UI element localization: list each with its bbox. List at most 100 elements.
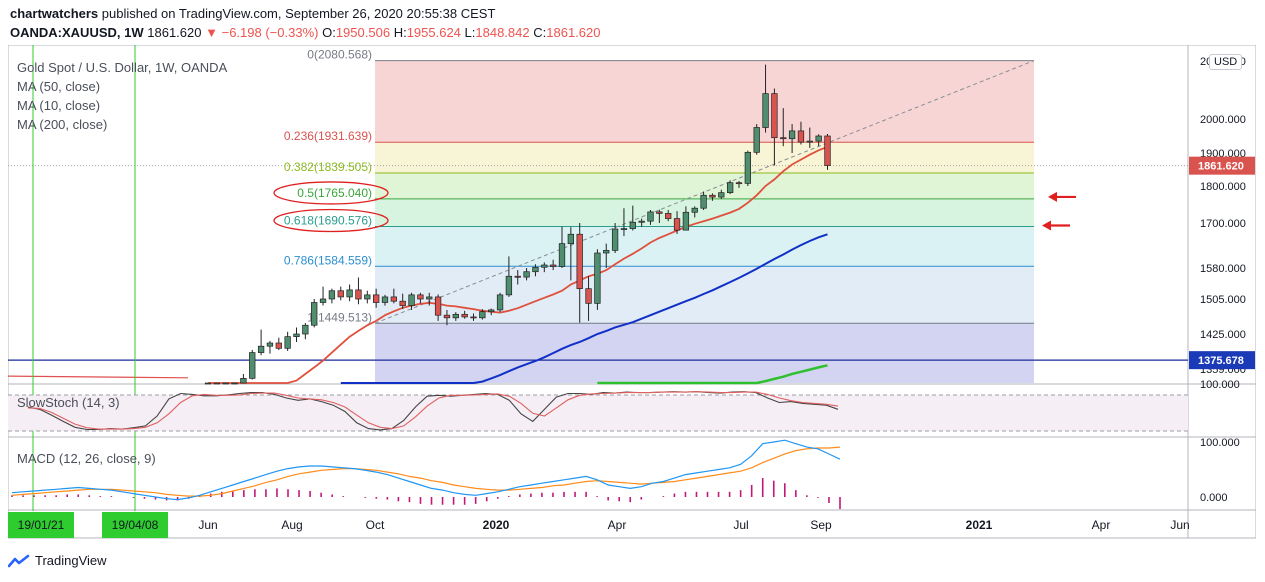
- close-value: 1861.620: [546, 25, 601, 40]
- fib-label: 0(2080.568): [307, 48, 372, 62]
- candle-body: [585, 288, 592, 304]
- candle-body: [275, 342, 282, 349]
- publisher-name[interactable]: chartwatchers: [10, 6, 99, 21]
- fib-zone: [375, 226, 1034, 267]
- open-label: O:: [322, 25, 336, 40]
- last-price: 1861.620: [147, 25, 202, 40]
- candle-body: [726, 182, 734, 194]
- candle-body: [222, 382, 229, 385]
- stoch-band: [8, 395, 1188, 431]
- high-value: 1955.624: [406, 25, 461, 40]
- stoch-d-line: [27, 391, 839, 430]
- high-label: H:: [393, 25, 407, 40]
- candle-body: [541, 264, 548, 268]
- candle-body: [682, 211, 690, 231]
- ma10-legend[interactable]: MA (10, close): [17, 98, 101, 113]
- last-price-badge: [1189, 156, 1255, 175]
- candle-body: [629, 221, 636, 229]
- candle-body: [496, 294, 504, 311]
- macd-legend[interactable]: MACD (12, 26, close, 9): [17, 451, 156, 466]
- fib-label: 1(1449.513): [307, 310, 372, 324]
- candle-body: [718, 192, 725, 198]
- ma200-legend[interactable]: MA (200, close): [17, 117, 108, 132]
- currency-button[interactable]: USD: [1209, 54, 1243, 70]
- candle-body: [443, 314, 451, 319]
- candle-body: [744, 151, 751, 184]
- candle-body: [426, 296, 433, 300]
- ma50-legend[interactable]: MA (50, close): [17, 79, 101, 94]
- candle-body: [788, 130, 796, 140]
- candle-body: [355, 289, 362, 300]
- quote-line: OANDA:XAUUSD, 1W 1861.620 ▼ −6.198 (−0.3…: [10, 25, 600, 40]
- candle-body: [532, 266, 539, 273]
- time-axis-label: Apr: [608, 518, 627, 532]
- low-value: 1848.842: [475, 25, 530, 40]
- fib-label: 0.236(1931.639): [284, 129, 372, 143]
- candle-body: [824, 135, 831, 166]
- candle-body: [594, 252, 601, 304]
- candle-body: [346, 289, 353, 298]
- price-axis-label: 1800.000: [1200, 181, 1246, 193]
- price-axis-label: 1580.000: [1200, 263, 1246, 275]
- down-arrow-icon: ▼: [205, 25, 218, 40]
- candle-body: [665, 213, 672, 219]
- candle-body: [470, 316, 477, 319]
- fib-trend-line: [374, 60, 1035, 324]
- candle-body: [567, 233, 574, 244]
- fib-label: 0.618(1690.576): [284, 214, 372, 228]
- fib-zone: [375, 142, 1034, 173]
- date-marker-box: [102, 512, 168, 538]
- candle-body: [337, 290, 344, 298]
- ma50-line: [340, 233, 828, 384]
- candle-body: [558, 243, 566, 267]
- close-label: C:: [533, 25, 547, 40]
- publish-line: chartwatchers published on TradingView.c…: [10, 6, 495, 21]
- candle-body: [488, 309, 495, 313]
- candle-body: [240, 378, 247, 384]
- stoch-legend[interactable]: SlowStoch (14, 3): [17, 395, 120, 410]
- date-marker-box: [8, 512, 74, 538]
- low-label: L:: [464, 25, 476, 40]
- hline-price-badge: [1189, 351, 1255, 370]
- candle-body: [753, 127, 760, 153]
- old-trend-line: [8, 375, 189, 379]
- candle-body: [673, 218, 681, 231]
- candle-body: [231, 382, 238, 385]
- macd-line: [11, 439, 841, 501]
- price-chart[interactable]: 0(2080.568) 0.236(1931.639) 0.382(1839.505…: [8, 45, 1256, 539]
- candle-body: [284, 336, 291, 349]
- time-axis-label: Apr: [1092, 518, 1111, 532]
- candle-body: [417, 294, 424, 300]
- candle-body: [204, 382, 212, 385]
- time-axis-label: Jul: [733, 518, 748, 532]
- candle-body: [266, 342, 274, 347]
- candle-body: [390, 296, 397, 302]
- candle-body: [611, 228, 619, 251]
- candle-body: [815, 135, 822, 142]
- fib-label: 0.5(1765.040): [297, 186, 372, 200]
- time-axis-label: 2020: [483, 518, 510, 532]
- candle-body: [797, 130, 805, 143]
- candle-body: [364, 294, 371, 300]
- fib-label: 0.786(1584.559): [284, 253, 372, 267]
- fib-highlight-ellipse: [273, 181, 389, 205]
- price-axis-label: 1505.000: [1200, 294, 1246, 306]
- macd-axis-label: 100.000: [1200, 437, 1240, 449]
- fib-zone-lower: [375, 323, 1034, 383]
- ma200-line: [597, 364, 828, 385]
- candle-body: [452, 313, 459, 319]
- candle-body: [603, 250, 610, 254]
- candle-body: [709, 194, 716, 198]
- candle-body: [576, 233, 583, 290]
- red-arrow-head: [1042, 220, 1051, 231]
- candle-body: [293, 333, 300, 338]
- chart-container[interactable]: 0(2080.568) 0.236(1931.639) 0.382(1839.505…: [8, 45, 1256, 539]
- candle-body: [806, 140, 813, 143]
- fib-highlight-ellipse: [273, 208, 389, 233]
- time-axis-label: Jun: [1170, 518, 1189, 532]
- candle-body: [656, 211, 663, 214]
- candle-body: [700, 194, 707, 209]
- open-value: 1950.506: [335, 25, 391, 40]
- chart-title-legend[interactable]: Gold Spot / U.S. Dollar, 1W, OANDA: [17, 60, 228, 75]
- price-change: −6.198 (−0.33%): [221, 25, 319, 40]
